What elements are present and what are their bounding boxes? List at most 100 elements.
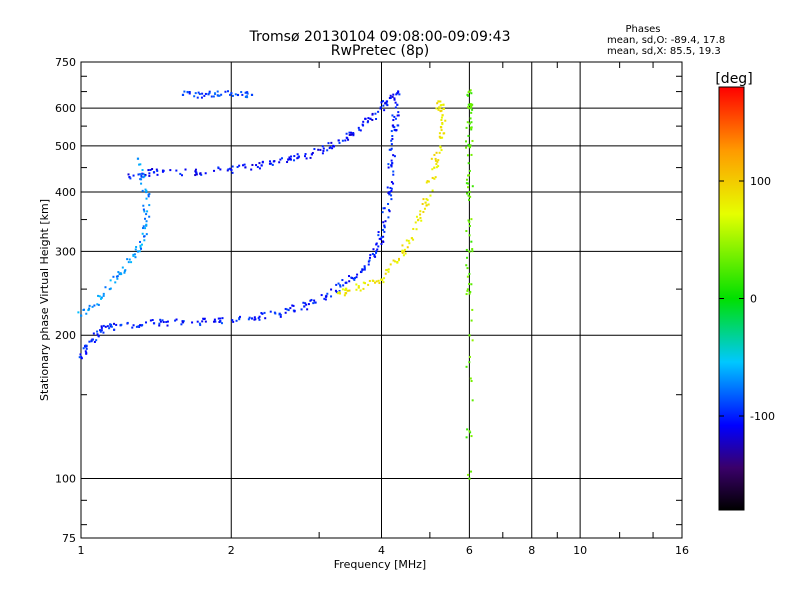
data-point-scatter	[323, 297, 326, 300]
data-point-scatter	[327, 142, 330, 145]
data-point-scatter	[390, 139, 393, 142]
data-point-scatter	[144, 188, 147, 191]
data-point-scatter	[442, 132, 445, 135]
data-point-scatter	[289, 158, 292, 161]
data-point-scatter	[250, 168, 253, 171]
data-point-scatter	[471, 308, 474, 311]
y-tick-label: 600	[55, 102, 76, 115]
data-point-scatter	[138, 250, 141, 253]
data-point-scatter	[377, 279, 380, 282]
data-point-scatter	[196, 96, 199, 99]
data-point-scatter	[98, 295, 101, 298]
data-point-scatter	[307, 303, 310, 306]
data-point-scatter	[388, 97, 391, 100]
data-point-scatter	[244, 166, 247, 169]
data-point-scatter	[134, 248, 137, 251]
data-point	[100, 329, 103, 332]
data-point-scatter	[393, 115, 396, 118]
data-point-scatter	[139, 324, 142, 327]
data-point-scatter	[439, 146, 442, 149]
data-point-scatter	[139, 163, 142, 166]
data-point-scatter	[204, 172, 207, 175]
data-point-scatter	[382, 281, 385, 284]
data-point-scatter	[471, 185, 474, 188]
data-point-scatter	[219, 168, 222, 171]
data-point-scatter	[194, 92, 197, 95]
data-point-scatter	[383, 230, 386, 233]
data-point-scatter	[121, 266, 124, 269]
data-point-scatter	[352, 132, 355, 135]
data-point-scatter	[257, 317, 260, 320]
data-point-scatter	[144, 217, 147, 220]
data-point-scatter	[236, 93, 239, 96]
data-point-scatter	[470, 111, 473, 114]
data-point-scatter	[286, 308, 289, 311]
data-point-scatter	[258, 167, 261, 170]
x-tick-label: 8	[528, 544, 535, 557]
data-point	[441, 114, 444, 117]
data-point-scatter	[382, 221, 385, 224]
data-point-scatter	[383, 226, 386, 229]
data-point-scatter	[467, 162, 470, 165]
data-point	[433, 166, 436, 169]
data-point-scatter	[247, 318, 250, 321]
data-point-scatter	[434, 157, 437, 160]
data-point-scatter	[382, 104, 385, 107]
data-point-scatter	[139, 173, 142, 176]
data-point	[145, 190, 148, 194]
data-point-scatter	[221, 317, 224, 320]
data-point-scatter	[102, 324, 105, 327]
data-point-scatter	[253, 316, 256, 319]
data-point-scatter	[466, 121, 469, 124]
data-point-scatter	[470, 283, 473, 286]
data-point-scatter	[140, 243, 143, 246]
data-point-scatter	[468, 122, 471, 125]
data-point-scatter	[391, 124, 394, 127]
data-point-scatter	[216, 94, 219, 97]
data-point-scatter	[313, 299, 316, 302]
data-point-scatter	[393, 97, 396, 100]
data-point-scatter	[390, 147, 393, 150]
data-point-scatter	[350, 276, 353, 279]
data-point-scatter	[466, 256, 469, 259]
data-point-scatter	[104, 325, 107, 328]
data-point-scatter	[91, 305, 94, 308]
data-point-scatter	[414, 221, 417, 224]
data-point	[363, 268, 366, 271]
data-point-scatter	[216, 90, 219, 93]
data-point-scatter	[401, 244, 404, 247]
colorbar-tick-label: 0	[750, 293, 757, 306]
data-point-scatter	[417, 219, 420, 222]
data-point-scatter	[152, 171, 155, 174]
data-point-scatter	[87, 308, 90, 311]
data-point-scatter	[143, 210, 146, 213]
data-point-scatter	[293, 159, 296, 162]
data-point-scatter	[281, 157, 284, 160]
data-point-scatter	[279, 158, 282, 161]
data-point-scatter	[123, 271, 126, 274]
data-point-scatter	[377, 245, 380, 248]
data-point-scatter	[114, 281, 117, 284]
data-point-scatter	[219, 317, 222, 320]
data-point-scatter	[238, 317, 241, 320]
data-point-scatter	[244, 95, 247, 98]
data-point-scatter	[199, 172, 202, 175]
data-point-scatter	[306, 308, 309, 311]
data-point-scatter	[218, 94, 221, 97]
x-axis-label: Frequency [MHz]	[334, 558, 426, 571]
data-point-scatter	[142, 235, 145, 238]
data-point-scatter	[468, 221, 471, 224]
data-point-scatter	[330, 288, 333, 291]
data-point-scatter	[397, 259, 400, 262]
data-point-scatter	[367, 283, 370, 286]
data-point	[468, 477, 471, 480]
data-point-scatter	[392, 259, 395, 262]
data-point-scatter	[196, 320, 199, 323]
data-point	[424, 201, 427, 204]
data-point-scatter	[331, 147, 334, 150]
data-point	[136, 157, 140, 160]
data-point-scatter	[132, 324, 135, 327]
data-point-scatter	[466, 93, 469, 96]
data-point-scatter	[193, 95, 196, 98]
data-point-scatter	[435, 107, 438, 110]
